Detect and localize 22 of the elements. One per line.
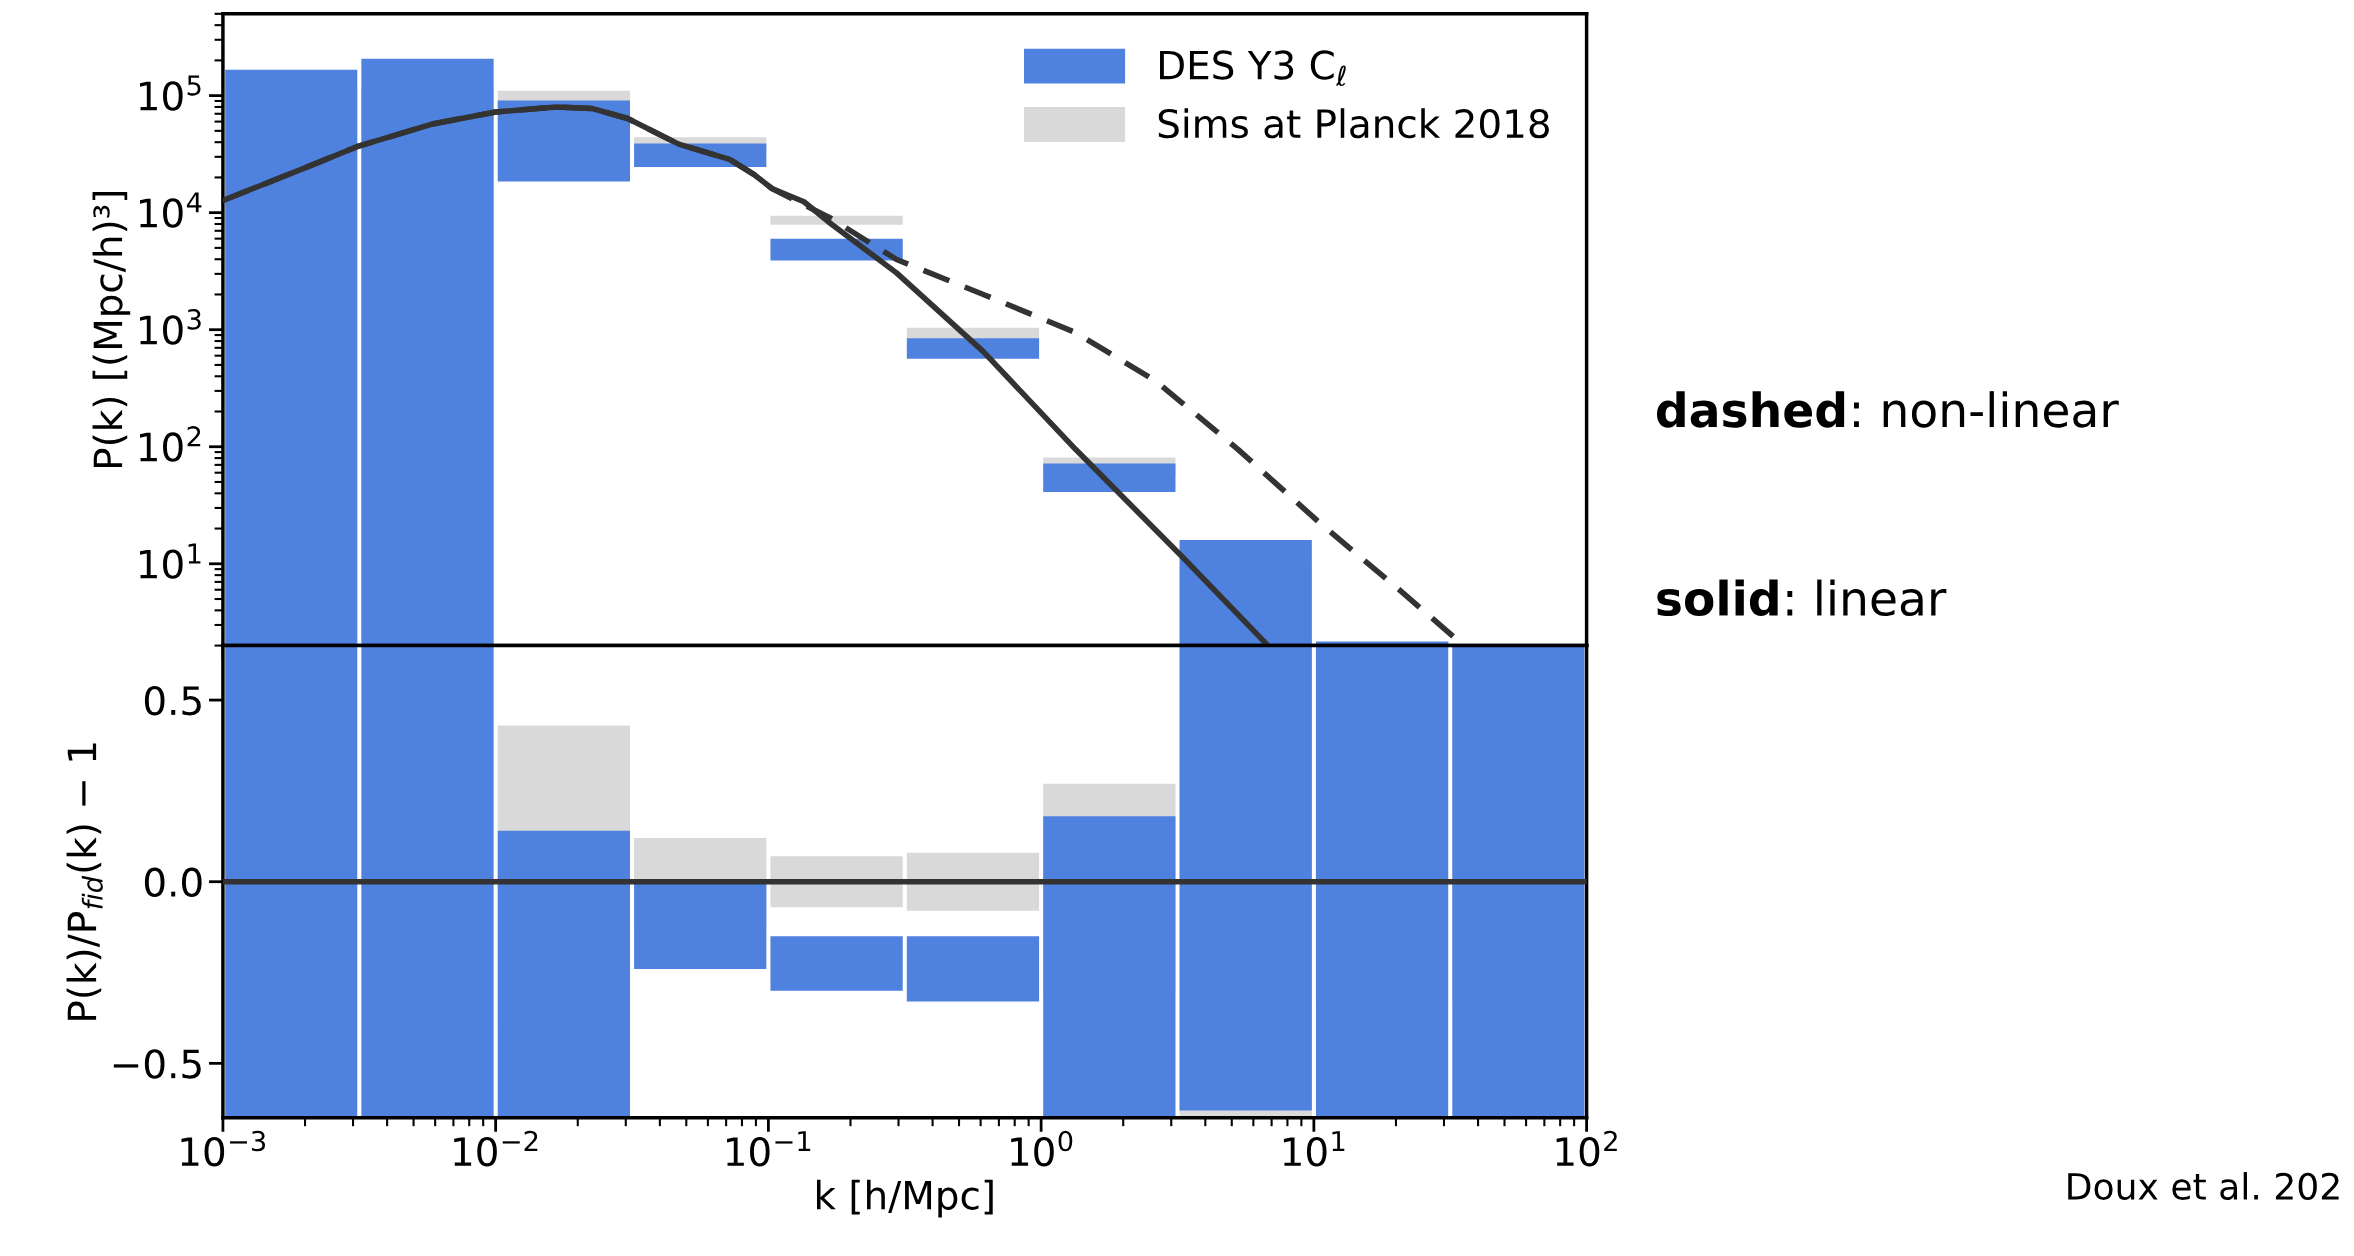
x-tick-label: 10$^{−1}$ <box>726 1131 811 1167</box>
x-tick-label: 10$^{1}$ <box>1283 1131 1345 1167</box>
y-tick-label: 10$^{5}$ <box>140 75 201 111</box>
text: Doux et al. 202 <box>2068 1172 2339 1200</box>
y-tick-label: 0.5 <box>144 685 201 716</box>
y-tick-label: −0.5 <box>113 1049 201 1079</box>
x-tick-label: 10$^{−2}$ <box>454 1130 538 1167</box>
x-axis-title: k [h/Mpc] <box>816 1179 993 1218</box>
legend-label: DES Y3 C$_{ℓ}$ <box>1160 50 1346 86</box>
x-tick-label: 10$^{−3}$ <box>181 1130 266 1167</box>
legend-label: Sims at Planck 2018 <box>1158 108 1549 139</box>
x-tick-label: 10$^{0}$ <box>1011 1130 1073 1167</box>
y-tick-label: 10$^{3}$ <box>140 309 201 345</box>
y-axis-title: P(k) [(Mpc/h)³] <box>92 191 131 468</box>
y-tick-label: 10$^{2}$ <box>140 426 201 462</box>
y-tick-label: 0.0 <box>144 867 202 898</box>
text: solid: linear <box>1657 579 1947 617</box>
y-tick-label: 10$^{4}$ <box>140 192 202 228</box>
y-axis-title: P(k)/P$_{fid}$(k) − 1 <box>66 743 103 1020</box>
x-tick-label: 10$^{2}$ <box>1556 1130 1617 1167</box>
y-tick-label: 10$^{1}$ <box>140 543 201 579</box>
text: dashed: non-linear <box>1656 391 2119 428</box>
